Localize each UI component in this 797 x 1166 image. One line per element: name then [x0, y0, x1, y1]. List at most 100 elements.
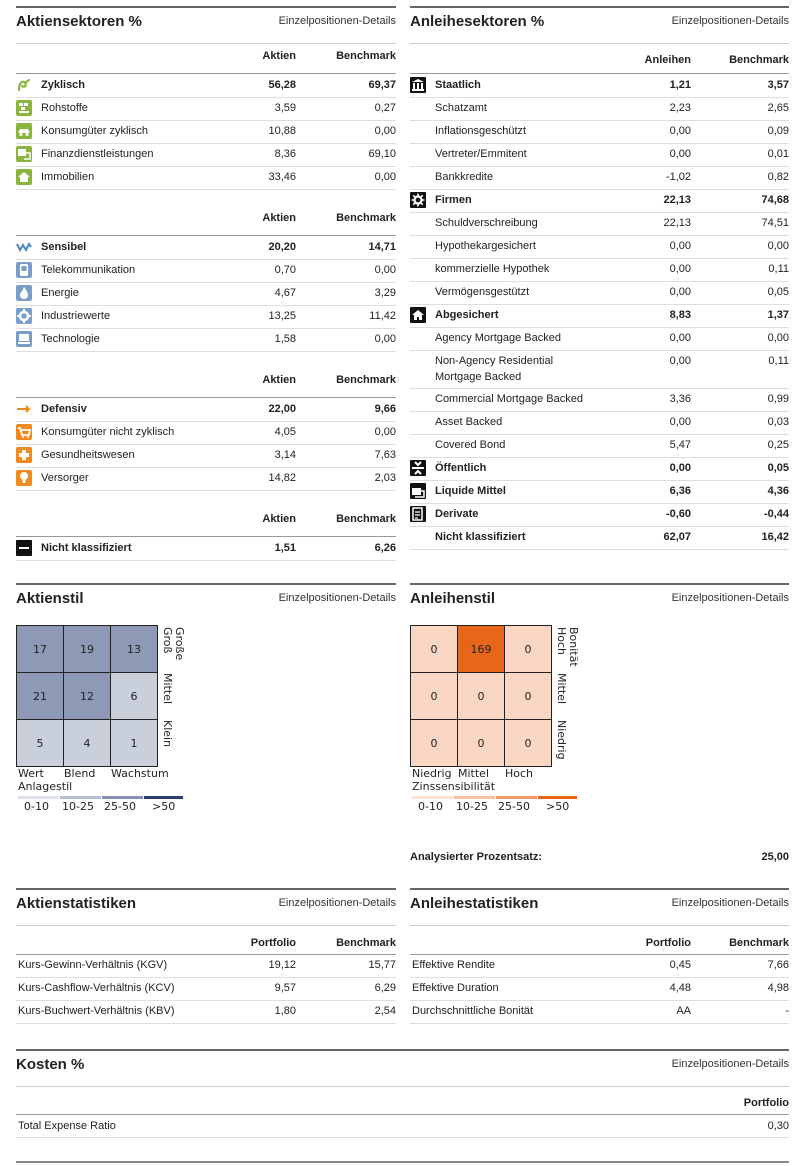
row-value-primary: 0,00 [669, 240, 691, 252]
row-label: Kurs-Cashflow-Verhältnis (KCV) [18, 982, 175, 994]
equity-style-row-label-large-1: Große [173, 627, 186, 661]
cash-icon [410, 483, 426, 499]
row-value-benchmark: 0,03 [767, 416, 789, 428]
table-row: Sensibel 20,20 14,71 [16, 238, 396, 260]
row-value-primary: 0,00 [669, 416, 691, 428]
row-label: Sensibel [41, 241, 87, 253]
bond-sectors-header: Anleihesektoren % Einzelpositionen-Detai… [410, 6, 789, 44]
row-label: Telekommunikation [41, 264, 136, 276]
bond-style-axis-label: Zinssensibilität [412, 780, 496, 793]
table-row: Commercial Mortgage Backed 3,36 0,99 [410, 390, 789, 412]
row-label: Staatlich [435, 79, 481, 91]
row-value-primary: 0,00 [669, 332, 691, 344]
divider [16, 73, 396, 74]
table-row: Kurs-Gewinn-Verhältnis (KGV) 19,12 15,77 [16, 956, 396, 978]
row-value-primary: 0,00 [669, 355, 691, 367]
bond-style-legend-swatch [454, 796, 495, 799]
row-value-benchmark: 2,65 [767, 102, 789, 114]
row-value-primary: 62,07 [663, 531, 691, 543]
equity-sectors-col2-header: Benchmark [336, 50, 396, 62]
analyzed-percent-value: 25,00 [761, 851, 789, 863]
row-label: Abgesichert [435, 309, 499, 321]
table-row: Covered Bond 5,47 0,25 [410, 436, 789, 458]
row-value-benchmark: 0,00 [374, 264, 396, 276]
table-row: Öffentlich 0,00 0,05 [410, 459, 789, 481]
bond-style-legend-swatch [538, 796, 577, 799]
equity-stats-details-link[interactable]: Einzelpositionen-Details [278, 897, 396, 909]
row-label: Schuldverschreibung [435, 217, 538, 229]
table-row: Energie 4,67 3,29 [16, 284, 396, 306]
energy-icon [16, 285, 32, 301]
derivative-icon [410, 506, 426, 522]
bond-stats-details-link[interactable]: Einzelpositionen-Details [671, 897, 789, 909]
equity-style-axis-label: Anlagestil [18, 780, 73, 793]
row-value-primary: 6,36 [669, 485, 691, 497]
costs-panel: Kosten % Einzelpositionen-Details Portfo… [16, 1049, 789, 1166]
equity-sectors-header: Aktiensektoren % Einzelpositionen-Detail… [16, 6, 396, 44]
row-value-benchmark: -0,44 [763, 508, 789, 520]
bond-style-details-link[interactable]: Einzelpositionen-Details [671, 592, 789, 604]
table-row: Agency Mortgage Backed 0,00 0,00 [410, 329, 789, 351]
row-value-benchmark: 0,01 [767, 148, 789, 160]
bond-sectors-col2-header: Benchmark [729, 54, 789, 66]
costs-details-link[interactable]: Einzelpositionen-Details [671, 1058, 789, 1070]
costs-header: Kosten % Einzelpositionen-Details [16, 1049, 789, 1087]
equity-style-row-label-mid: Mittel [161, 673, 174, 704]
bond-sectors-details-link[interactable]: Einzelpositionen-Details [671, 15, 789, 27]
bond-style-legend-swatch [412, 796, 453, 799]
row-label: Technologie [41, 333, 100, 345]
row-label: Konsumgüter zyklisch [41, 125, 148, 137]
row-value-primary: 0,00 [669, 286, 691, 298]
row-value-primary: 2,23 [669, 102, 691, 114]
bond-style-row-label-mid: Mittel [555, 673, 568, 704]
row-label: Gesundheitswesen [41, 449, 135, 461]
equity-style-legend-label: 0-10 [24, 800, 49, 813]
equity-style-box: 17 19 13 21 12 6 5 4 1 [16, 625, 158, 767]
table-row: Hypothekargesichert 0,00 0,00 [410, 237, 789, 259]
equity-style-legend-swatch [60, 796, 101, 799]
table-row: Abgesichert 8,83 1,37 [410, 306, 789, 328]
row-value-primary: 10,88 [268, 125, 296, 137]
equity-style-title: Aktienstil [16, 590, 84, 607]
equity-stats-title: Aktienstatistiken [16, 895, 137, 912]
table-row: Defensiv 22,00 9,66 [16, 400, 396, 422]
divider [16, 235, 396, 236]
row-value-benchmark: 69,37 [368, 79, 396, 91]
equity-style-col-label-blend: Blend [64, 767, 96, 780]
equity-sectors-col2-header: Benchmark [336, 374, 396, 386]
equity-style-row-label-large-2: Groß [161, 627, 174, 654]
row-value-benchmark: 0,11 [768, 355, 789, 367]
equity-style-legend-swatch [102, 796, 143, 799]
row-value-benchmark: 0,09 [767, 125, 789, 137]
row-value-benchmark: 16,42 [761, 531, 789, 543]
utilities-icon [16, 470, 32, 486]
table-row: Inflationsgeschützt 0,00 0,09 [410, 122, 789, 144]
equity-sectors-col2-header: Benchmark [336, 513, 396, 525]
equity-style-details-link[interactable]: Einzelpositionen-Details [278, 592, 396, 604]
bond-stats-header: Anleihestatistiken Einzelpositionen-Deta… [410, 888, 789, 926]
table-row: kommerzielle Hypothek 0,00 0,11 [410, 260, 789, 282]
not-classified-icon [16, 540, 32, 556]
equity-style-legend-swatch [144, 796, 183, 799]
bond-style-legend-label: 0-10 [418, 800, 443, 813]
row-value-primary: 4,67 [274, 287, 296, 299]
style-box-cell: 169 [458, 626, 504, 672]
materials-icon [16, 100, 32, 116]
equity-sectors-title: Aktiensektoren % [16, 13, 142, 30]
row-value-benchmark: 7,63 [374, 449, 396, 461]
row-value-primary: 1,51 [274, 542, 296, 554]
style-box-cell: 0 [505, 720, 551, 766]
equity-sectors-details-link[interactable]: Einzelpositionen-Details [278, 15, 396, 27]
divider [410, 73, 789, 74]
row-label: Derivate [435, 508, 479, 520]
table-row: Effektive Rendite 0,45 7,66 [410, 956, 789, 978]
row-value-primary: 56,28 [268, 79, 296, 91]
style-box-cell: 0 [505, 626, 551, 672]
row-value-primary: 0,45 [669, 959, 691, 971]
bond-style-col-label-low: Niedrig [412, 767, 452, 780]
style-box-cell: 0 [505, 673, 551, 719]
bond-style-row-label-low: Niedrig [555, 720, 568, 760]
table-row: Non-Agency Residential Mortgage Backed 0,0… [410, 352, 789, 389]
table-row: Liquide Mittel 6,36 4,36 [410, 482, 789, 504]
